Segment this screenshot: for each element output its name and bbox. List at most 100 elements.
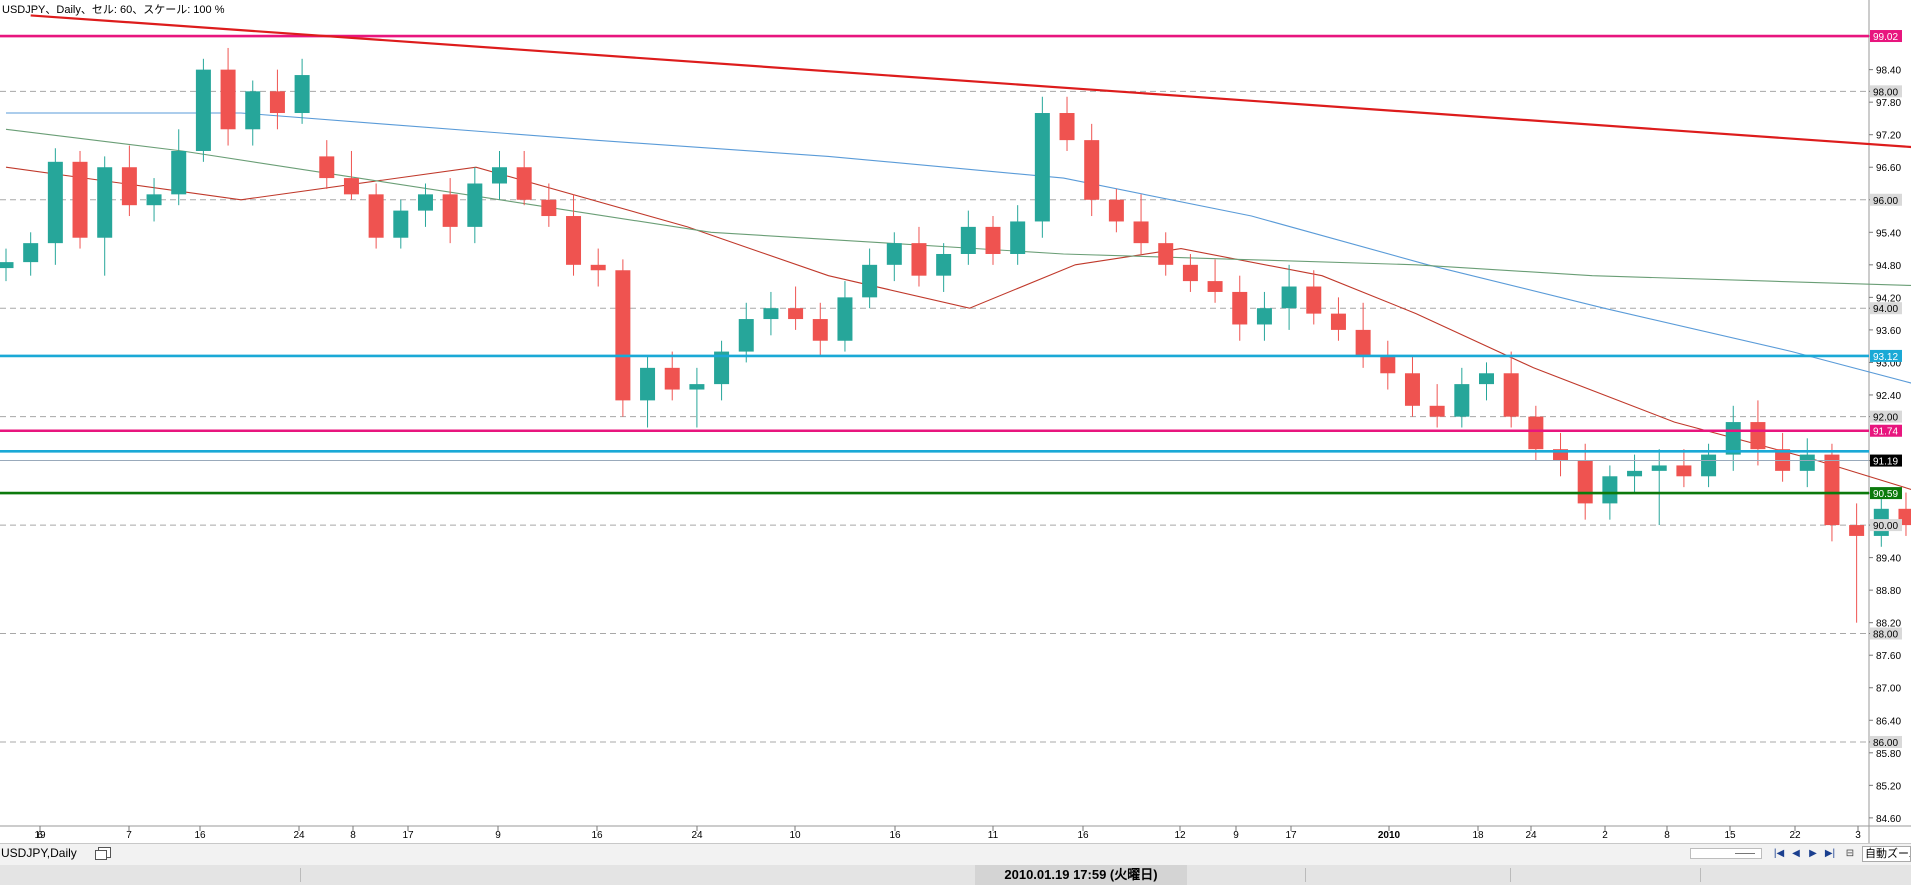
time-tick-label: 17 (402, 830, 414, 841)
bull-candle (1701, 454, 1717, 477)
price-tick-label: 87.00 (1876, 684, 1901, 695)
bull-candle (1651, 465, 1667, 471)
price-tick-label: 93.60 (1876, 326, 1901, 337)
time-tick-label: 10 (789, 830, 801, 841)
last-page-icon[interactable]: ▶| (1824, 848, 1836, 859)
trendlines-layer[interactable] (30, 14, 1911, 755)
bull-candle (294, 75, 310, 114)
bear-candle (1676, 465, 1692, 477)
price-tick-label: 85.20 (1876, 781, 1901, 792)
bull-candle (0, 262, 14, 269)
status-datetime: 2010.01.19 17:59 (火曜日) (975, 865, 1187, 885)
bull-candle (417, 194, 433, 211)
price-label-text: 88.00 (1873, 630, 1898, 641)
bear-candle (1182, 264, 1198, 282)
price-label-box (1870, 349, 1902, 362)
time-tick-label: 9 (495, 830, 501, 841)
time-tick-label: 8 (1664, 830, 1670, 841)
time-tick-label: 8 (350, 830, 356, 841)
time-tick-label: 17 (1285, 830, 1297, 841)
chart-tab-bar: USDJPY,Daily |◀ ◀ ▶ ▶| ⊟ 自動ズーム (0, 843, 1911, 866)
moving-average-long (5, 128, 1911, 287)
bear-candle (121, 167, 137, 206)
bear-candle (788, 308, 804, 320)
bear-candle (1355, 329, 1371, 358)
price-label-box (1870, 193, 1902, 206)
bear-candle (1824, 454, 1840, 526)
time-tick-label: 2 (1602, 830, 1608, 841)
time-tick-label: 19 (34, 830, 46, 841)
horizontal-scrollbar[interactable] (1690, 848, 1762, 859)
time-tick-label: 12 (1174, 830, 1186, 841)
price-label-box (1870, 627, 1902, 640)
moving-average-short (5, 166, 1911, 490)
bear-candle (319, 156, 335, 179)
bear-candle (442, 194, 458, 227)
status-bar: 2010.01.19 17:59 (火曜日) (0, 865, 1911, 885)
moving-average-mid (6, 112, 1911, 384)
price-label-box (1870, 487, 1902, 500)
price-tick-label: 93.00 (1876, 358, 1901, 369)
bear-candle (615, 270, 631, 401)
price-tick-label: 97.80 (1876, 98, 1901, 109)
bull-candle (97, 167, 113, 238)
price-label-text: 96.00 (1873, 196, 1898, 207)
zoom-icon[interactable]: ⊟ (1845, 848, 1855, 859)
price-label-box (1870, 519, 1902, 532)
scroll-thumb[interactable] (1735, 853, 1755, 854)
time-tick-label: 24 (293, 830, 305, 841)
bear-candle (1404, 373, 1420, 406)
time-tick-label: 16 (889, 830, 901, 841)
price-tick-label: 87.60 (1876, 651, 1901, 662)
bear-candle (1306, 286, 1322, 314)
price-label-text: 86.00 (1873, 738, 1898, 749)
bear-candle (220, 69, 236, 130)
price-tick-label: 98.40 (1876, 66, 1901, 77)
bear-candle (516, 167, 532, 200)
previous-page-icon[interactable]: ◀ (1792, 848, 1800, 859)
window-icon[interactable] (95, 847, 111, 860)
price-tick-label: 88.20 (1876, 619, 1901, 630)
price-tick-label: 97.20 (1876, 131, 1901, 142)
bull-candle (936, 253, 952, 276)
bear-candle (343, 178, 359, 195)
grid-layer (0, 0, 1911, 843)
price-label-text: 90.59 (1873, 489, 1898, 500)
time-tick-label: 24 (1525, 830, 1537, 841)
price-label-text: 92.00 (1873, 413, 1898, 424)
time-tick-label: 3 (1855, 830, 1861, 841)
bear-candle (1775, 449, 1791, 471)
bull-candle (1799, 454, 1815, 471)
price-label-text: 91.74 (1873, 427, 1898, 438)
bull-candle (47, 161, 63, 244)
bull-candle (1479, 373, 1494, 385)
status-separator (1700, 868, 1701, 882)
price-label-box (1870, 85, 1902, 98)
time-tick-label: 16 (591, 830, 603, 841)
price-tick-label: 86.40 (1876, 716, 1901, 727)
price-tick-label: 94.20 (1876, 293, 1901, 304)
bull-candle (467, 183, 483, 227)
time-tick-label: 18 (1472, 830, 1484, 841)
bull-candle (689, 384, 705, 390)
price-label-text: 90.00 (1873, 521, 1898, 532)
auto-zoom-button[interactable]: 自動ズーム (1862, 846, 1911, 862)
bear-candle (1108, 199, 1124, 222)
time-tick-label: 15 (1724, 830, 1736, 841)
bull-candle (146, 194, 162, 206)
status-separator (300, 868, 301, 882)
bear-candle (590, 264, 606, 271)
bear-candle (985, 226, 1001, 254)
chart-title: USDJPY、Daily、セル: 60、スケール: 100 % (2, 4, 225, 16)
bear-candle (1503, 373, 1519, 417)
bull-candle (1725, 422, 1741, 455)
price-label-box (1870, 735, 1902, 748)
next-page-icon[interactable]: ▶ (1809, 848, 1817, 859)
bear-candle (368, 194, 384, 238)
status-separator (1305, 868, 1306, 882)
first-page-icon[interactable]: |◀ (1773, 848, 1785, 859)
candlestick-layer (0, 47, 1911, 623)
chart-tab-label[interactable]: USDJPY,Daily (1, 846, 77, 860)
